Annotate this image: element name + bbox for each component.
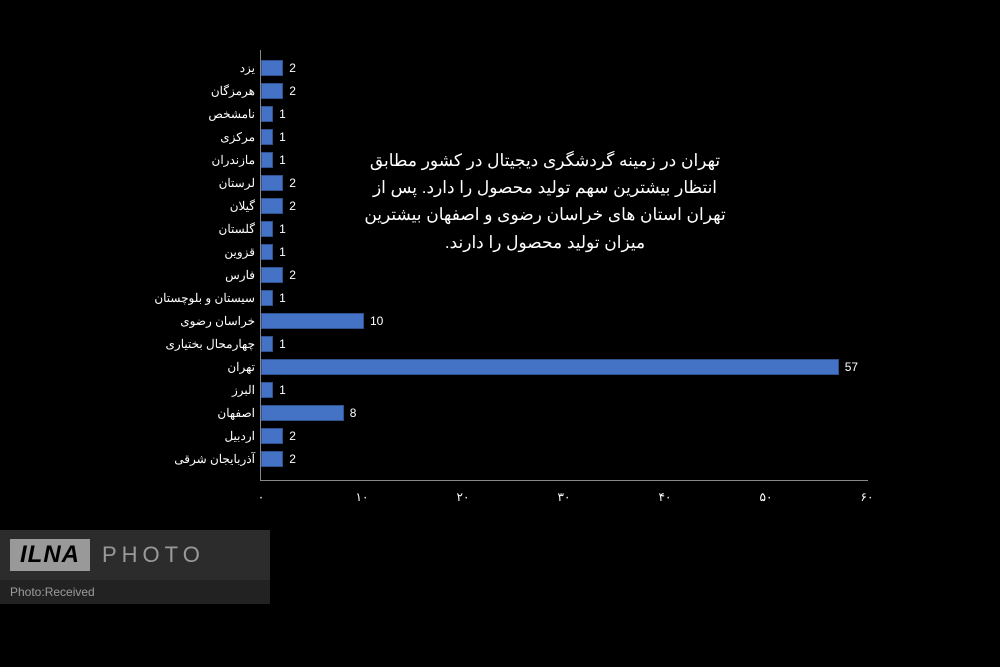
bar <box>261 267 283 283</box>
bar-category-label: مرکزی <box>220 130 255 144</box>
bar-category-label: خراسان رضوی <box>180 314 255 328</box>
bar-category-label: فارس <box>225 268 255 282</box>
bar-value-label: 1 <box>279 222 286 236</box>
bar-row: آذربایجان شرقی 2 <box>130 447 880 470</box>
watermark-subline: Photo:Received <box>0 580 270 604</box>
bar-category-label: سیستان و بلوچستان <box>154 291 255 305</box>
bar-value-label: 10 <box>370 314 383 328</box>
watermark-word: PHOTO <box>102 542 205 568</box>
chart-annotation: تهران در زمینه گردشگری دیجیتال در کشور م… <box>360 147 730 256</box>
bar-row: نامشخص 1 <box>130 102 880 125</box>
bar-row: البرز 1 <box>130 378 880 401</box>
bar-category-label: هرمزگان <box>211 84 255 98</box>
bar <box>261 405 344 421</box>
bar-category-label: گلستان <box>219 222 255 236</box>
bar-value-label: 1 <box>279 130 286 144</box>
x-tick-label: ۴۰ <box>659 490 672 504</box>
bar-value-label: 1 <box>279 153 286 167</box>
bar-row: اصفهان 8 <box>130 401 880 424</box>
bar-value-label: 8 <box>350 406 357 420</box>
bar <box>261 313 364 329</box>
bar-row: چهارمحال بختیاری 1 <box>130 332 880 355</box>
bar-category-label: اصفهان <box>217 406 255 420</box>
bar-row: تهران 57 <box>130 355 880 378</box>
bar <box>261 175 283 191</box>
bar-category-label: نامشخص <box>208 107 255 121</box>
bar <box>261 382 273 398</box>
bar <box>261 106 273 122</box>
bar <box>261 83 283 99</box>
bar-row: اردبیل 2 <box>130 424 880 447</box>
bar-value-label: 2 <box>289 268 296 282</box>
bar <box>261 221 273 237</box>
bar-value-label: 1 <box>279 337 286 351</box>
x-tick-label: ۲۰ <box>457 490 470 504</box>
bar-category-label: قزوین <box>224 245 255 259</box>
bar-value-label: 1 <box>279 107 286 121</box>
bar-value-label: 1 <box>279 383 286 397</box>
bar-value-label: 2 <box>289 429 296 443</box>
bar-value-label: 1 <box>279 245 286 259</box>
bar-category-label: گیلان <box>230 199 255 213</box>
bar-category-label: آذربایجان شرقی <box>174 452 255 466</box>
bar-value-label: 2 <box>289 61 296 75</box>
bar <box>261 152 273 168</box>
watermark-brand: ILNA <box>10 539 90 571</box>
bar-row: هرمزگان 2 <box>130 79 880 102</box>
bar-category-label: تهران <box>227 360 255 374</box>
watermark: ILNA PHOTO Photo:Received <box>0 530 270 605</box>
x-tick-label: ۱۰ <box>356 490 369 504</box>
bar-row: یزد 2 <box>130 56 880 79</box>
x-axis-line <box>260 480 868 481</box>
x-tick-label: ۰ <box>258 490 264 504</box>
x-tick-label: ۵۰ <box>760 490 773 504</box>
bar <box>261 60 283 76</box>
bar <box>261 290 273 306</box>
watermark-main: ILNA PHOTO <box>0 530 270 580</box>
bar <box>261 336 273 352</box>
bar <box>261 428 283 444</box>
bar-value-label: 57 <box>845 360 858 374</box>
bar-value-label: 2 <box>289 84 296 98</box>
bar <box>261 451 283 467</box>
bar <box>261 198 283 214</box>
bar-category-label: یزد <box>240 61 255 75</box>
bar-category-label: چهارمحال بختیاری <box>166 337 255 351</box>
bar-row: سیستان و بلوچستان 1 <box>130 286 880 309</box>
bar-category-label: البرز <box>232 383 255 397</box>
bar-row: مرکزی 1 <box>130 125 880 148</box>
bar-category-label: لرستان <box>219 176 255 190</box>
chart-area: یزد 2 هرمزگان 2 نامشخص 1 مرکزی 1 مازندران 1 لرستان… <box>130 50 880 500</box>
bar-row: خراسان رضوی 10 <box>130 309 880 332</box>
bar-value-label: 1 <box>279 291 286 305</box>
bar-value-label: 2 <box>289 176 296 190</box>
x-tick-label: ۳۰ <box>558 490 571 504</box>
bar-category-label: اردبیل <box>224 429 255 443</box>
bar-row: فارس 2 <box>130 263 880 286</box>
bar-value-label: 2 <box>289 199 296 213</box>
bar <box>261 244 273 260</box>
bar <box>261 359 839 375</box>
x-tick-label: ۶۰ <box>861 490 874 504</box>
bar <box>261 129 273 145</box>
bar-category-label: مازندران <box>212 153 255 167</box>
bar-value-label: 2 <box>289 452 296 466</box>
